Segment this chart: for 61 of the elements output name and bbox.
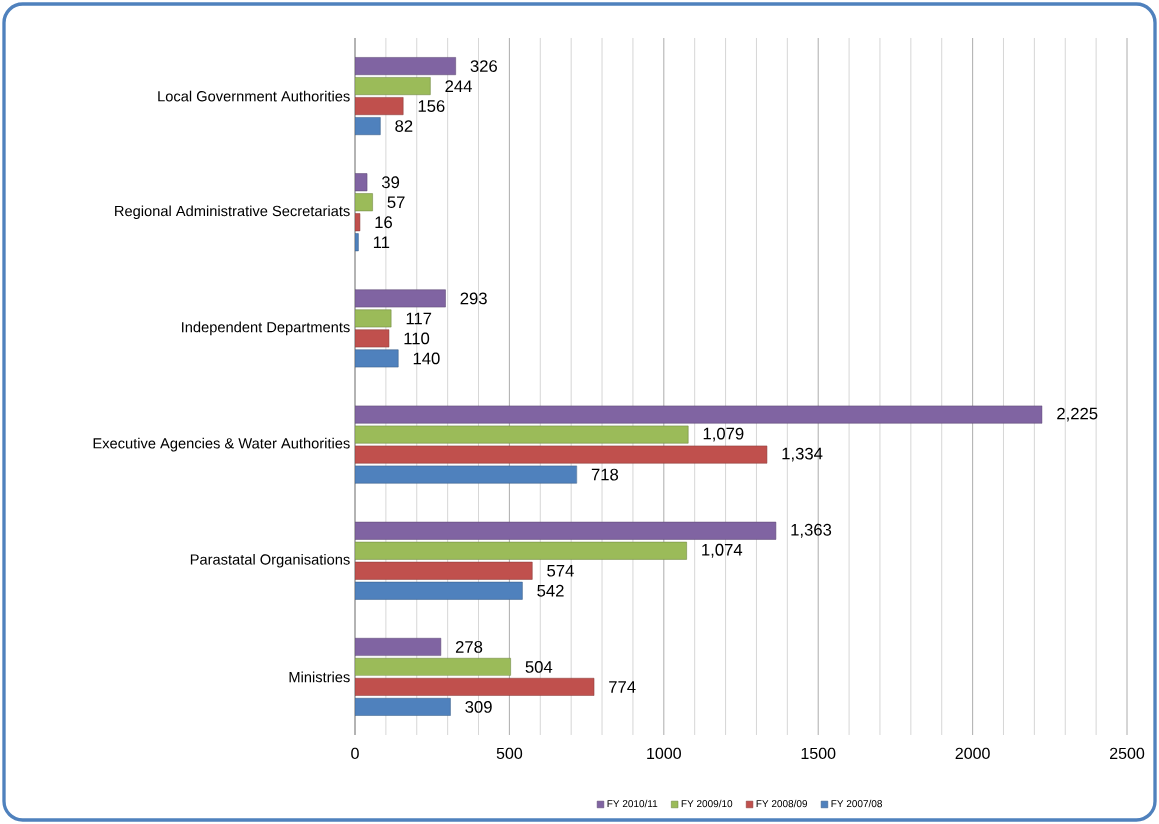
data-label: 39: [381, 176, 400, 189]
data-label: 16: [375, 216, 393, 229]
data-label: 140: [413, 352, 440, 365]
y-tick-label: Executive Agencies & Water Authorities: [93, 437, 350, 452]
data-label: 774: [609, 681, 636, 693]
data-label: 11: [373, 236, 390, 248]
data-label: 110: [404, 332, 430, 345]
x-tick-label: 2000: [955, 747, 990, 760]
data-label: 278: [455, 641, 483, 653]
bar: [355, 213, 361, 232]
bar: [355, 697, 451, 716]
legend-label: FY 2007/08: [831, 799, 882, 808]
bar: [355, 657, 511, 676]
y-tick-label: Independent Departments: [182, 321, 350, 336]
data-label: 117: [406, 312, 432, 325]
bar: [355, 349, 399, 368]
data-label: 309: [465, 701, 492, 713]
data-label: 293: [460, 292, 487, 305]
data-label: 504: [525, 661, 553, 673]
bar: [355, 57, 456, 76]
y-tick-label: Ministries: [289, 671, 350, 683]
bar: [355, 405, 1043, 424]
bar: [355, 677, 595, 696]
bar: [355, 541, 687, 560]
legend-label: FY 2010/11: [607, 799, 658, 808]
x-tick-label: 1000: [647, 747, 681, 760]
data-label: 574: [547, 564, 574, 577]
bar: [355, 425, 689, 444]
bar: [355, 521, 777, 540]
data-label: 156: [418, 100, 445, 112]
legend-label: FY 2009/10: [681, 799, 733, 808]
bar: [355, 465, 577, 484]
bar: [355, 445, 768, 464]
bar: [355, 637, 442, 656]
data-label: 244: [445, 80, 472, 92]
data-label: 2,225: [1057, 407, 1098, 422]
data-label: 542: [537, 584, 564, 597]
bar: [355, 97, 404, 116]
data-label: 1,074: [702, 543, 743, 558]
y-tick-label: Regional Administrative Secretariats: [115, 205, 350, 220]
data-label: 1,334: [782, 447, 823, 462]
data-label: 326: [470, 60, 497, 72]
bar: [355, 309, 392, 328]
y-tick-label: Parastatal Organisations: [190, 553, 350, 568]
x-tick-label: 1500: [801, 747, 836, 760]
data-label: 57: [387, 196, 405, 209]
x-tick-label: 0: [351, 747, 359, 760]
bar: [355, 289, 446, 308]
data-label: 82: [395, 120, 413, 132]
bar: [355, 193, 373, 212]
y-tick-label: Local Government Authorities: [158, 90, 350, 102]
data-label: 1,363: [791, 523, 832, 538]
x-tick-label: 500: [496, 747, 523, 760]
x-tick-label: 2500: [1110, 747, 1145, 760]
bar: [355, 77, 431, 96]
bar: [355, 581, 523, 600]
data-label: 718: [591, 468, 619, 481]
bar: [355, 329, 390, 348]
legend-label: FY 2008/09: [756, 799, 808, 808]
data-label: 1,079: [703, 427, 744, 442]
bar: [355, 561, 533, 580]
